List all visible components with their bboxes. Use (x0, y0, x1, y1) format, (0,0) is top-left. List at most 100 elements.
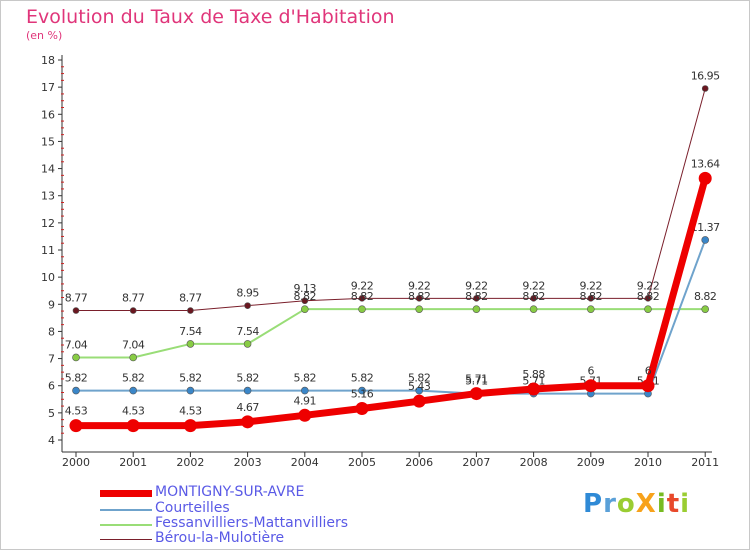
data-label-courteilles: 5.82 (294, 372, 317, 385)
data-point-montigny-sur-avre (584, 379, 598, 393)
data-label-berou-la-mulotiere: 8.95 (236, 287, 259, 300)
data-point-montigny-sur-avre (469, 387, 483, 401)
legend-label-berou: Bérou-la-Mulotière (155, 530, 285, 546)
data-point-courteilles (415, 386, 424, 395)
y-tick-label: 6 (48, 380, 55, 393)
data-point-montigny-sur-avre (69, 419, 83, 433)
data-label-fessanvilliers-mattanvilliers: 7.54 (236, 325, 259, 338)
series-line-courteilles (75, 238, 707, 395)
x-tick-label: 2005 (348, 456, 376, 469)
data-point-berou-la-mulotiere (701, 85, 709, 92)
data-label-montigny-sur-avre: 5.16 (351, 388, 374, 401)
logo-letter: X (635, 489, 657, 519)
data-label-fessanvilliers-mattanvilliers: 7.04 (122, 338, 145, 351)
data-point-courteilles (243, 386, 252, 395)
y-tick-label: 12 (41, 217, 55, 230)
data-point-montigny-sur-avre (355, 402, 369, 416)
y-tick-label: 9 (48, 298, 55, 311)
x-tick-label: 2006 (405, 456, 433, 469)
y-tick-label: 7 (48, 353, 55, 366)
x-tick-label: 2003 (234, 456, 262, 469)
data-point-berou-la-mulotiere (473, 295, 480, 302)
data-label-berou-la-mulotiere: 9.22 (465, 279, 488, 292)
data-point-fessanvilliers-mattanvilliers (644, 305, 652, 313)
y-tick-label: 10 (41, 271, 55, 284)
x-tick-label: 2000 (62, 456, 90, 469)
data-point-fessanvilliers-mattanvilliers (472, 305, 481, 313)
logo-letter: P (583, 489, 604, 519)
data-label-courteilles: 5.82 (65, 372, 88, 385)
y-tick-label: 16 (41, 108, 55, 121)
x-tick-label: 2010 (634, 456, 662, 469)
y-tick-label: 17 (41, 81, 55, 94)
data-label-fessanvilliers-mattanvilliers: 8.82 (637, 290, 660, 303)
data-label-fessanvilliers-mattanvilliers: 8.82 (522, 290, 545, 303)
data-point-fessanvilliers-mattanvilliers (586, 305, 595, 313)
data-point-montigny-sur-avre (126, 419, 140, 433)
data-point-fessanvilliers-mattanvilliers (701, 305, 710, 313)
data-point-montigny-sur-avre (298, 408, 312, 422)
y-tick-label: 8 (48, 325, 55, 338)
x-tick-label: 2001 (119, 456, 147, 469)
data-label-fessanvilliers-mattanvilliers: 8.82 (351, 290, 374, 303)
data-point-fessanvilliers-mattanvilliers (358, 305, 366, 313)
data-label-fessanvilliers-mattanvilliers: 8.82 (694, 290, 717, 303)
legend-label-montigny: MONTIGNY-SUR-AVRE (155, 484, 305, 500)
data-label-montigny-sur-avre: 5.88 (522, 368, 545, 381)
data-point-berou-la-mulotiere (644, 295, 652, 302)
data-point-berou-la-mulotiere (358, 295, 366, 302)
data-label-fessanvilliers-mattanvilliers: 7.04 (65, 338, 88, 351)
data-label-courteilles: 5.82 (351, 372, 374, 385)
legend-swatch-montigny (100, 490, 152, 497)
legend-swatch-courteilles (100, 509, 152, 511)
data-label-courteilles: 5.82 (236, 372, 259, 385)
x-tick-label: 2011 (691, 456, 719, 469)
data-point-montigny-sur-avre (241, 415, 255, 429)
series-line-fessanvilliers-mattanvilliers (75, 308, 707, 359)
data-label-courteilles: 5.82 (122, 372, 145, 385)
data-label-courteilles: 5.71 (522, 375, 545, 388)
legend-swatch-fessanvilliers (100, 524, 152, 526)
data-label-berou-la-mulotiere: 9.22 (351, 279, 374, 292)
data-label-montigny-sur-avre: 4.53 (65, 405, 88, 418)
data-label-montigny-sur-avre: 5.71 (465, 373, 488, 386)
data-label-montigny-sur-avre: 6 (588, 365, 595, 378)
data-label-montigny-sur-avre: 4.53 (122, 405, 145, 418)
logo-letter: o (616, 489, 636, 519)
chart-subtitle: (en %) (26, 29, 63, 42)
logo-letter: r (603, 489, 617, 519)
data-point-fessanvilliers-mattanvilliers (186, 340, 195, 348)
data-point-berou-la-mulotiere (587, 295, 595, 302)
data-label-berou-la-mulotiere: 8.77 (179, 292, 202, 305)
data-label-montigny-sur-avre: 4.53 (179, 405, 202, 418)
data-label-fessanvilliers-mattanvilliers: 8.82 (408, 290, 431, 303)
data-label-courteilles: 5.82 (179, 372, 202, 385)
data-label-montigny-sur-avre: 13.64 (691, 157, 720, 170)
data-label-montigny-sur-avre: 4.91 (294, 394, 317, 407)
data-label-berou-la-mulotiere: 8.77 (65, 292, 88, 305)
data-label-berou-la-mulotiere: 9.22 (408, 279, 431, 292)
data-label-berou-la-mulotiere: 9.22 (637, 279, 660, 292)
data-point-courteilles (72, 386, 80, 395)
y-tick-label: 11 (41, 244, 55, 257)
proxiti-logo: ProXiti (583, 489, 690, 519)
legend-label-fessanvilliers: Fessanvilliers-Mattanvilliers (155, 515, 349, 531)
logo-letter: i (656, 489, 667, 519)
data-label-fessanvilliers-mattanvilliers: 7.54 (179, 325, 202, 338)
data-point-berou-la-mulotiere (530, 295, 537, 302)
data-point-courteilles (300, 386, 309, 395)
data-label-berou-la-mulotiere: 9.13 (294, 282, 317, 295)
data-label-montigny-sur-avre: 6 (645, 365, 652, 378)
data-label-courteilles: 5.71 (465, 375, 488, 388)
data-point-fessanvilliers-mattanvilliers (529, 305, 538, 313)
y-tick-label: 18 (41, 54, 55, 67)
data-point-berou-la-mulotiere (72, 307, 80, 314)
data-point-montigny-sur-avre (698, 171, 712, 185)
data-label-berou-la-mulotiere: 16.95 (691, 70, 720, 83)
data-point-berou-la-mulotiere (187, 307, 194, 314)
y-tick-label: 13 (41, 190, 55, 203)
data-point-courteilles (186, 386, 195, 395)
data-label-courteilles: 5.82 (408, 372, 431, 385)
